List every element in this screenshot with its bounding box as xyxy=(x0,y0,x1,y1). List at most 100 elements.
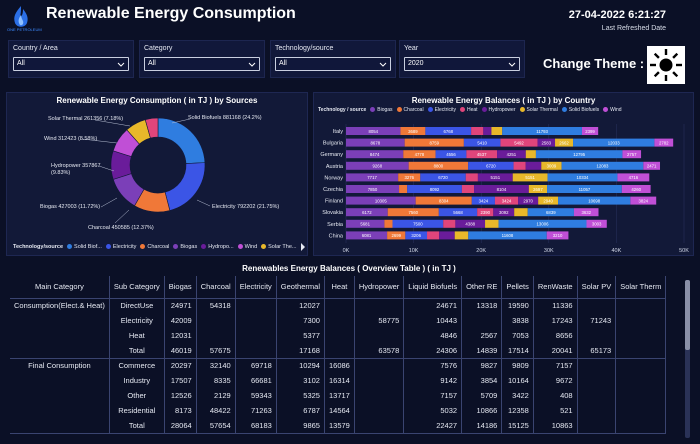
bar-legend-wind[interactable]: Wind xyxy=(603,107,622,113)
technology-select[interactable]: All xyxy=(275,57,391,71)
bar-segment-electricity[interactable] xyxy=(435,150,467,159)
legend-item-solid-biofuels[interactable]: Solid Biof... xyxy=(67,244,102,250)
bar-segment-electricity[interactable] xyxy=(392,219,444,228)
bar-segment-biogas[interactable] xyxy=(346,161,409,170)
bar-segment-wind[interactable] xyxy=(546,231,569,240)
scrollbar-thumb[interactable] xyxy=(685,280,690,350)
bar-segment-hydropower[interactable] xyxy=(497,150,526,159)
bar-segment-wind[interactable] xyxy=(654,138,674,147)
column-header[interactable]: Geothermal xyxy=(276,276,325,299)
bar-segment-wind[interactable] xyxy=(621,185,651,193)
bar-segment-solid-biofuels[interactable] xyxy=(502,127,582,135)
bar-segment-biogas[interactable] xyxy=(346,196,416,205)
pie-slice-heat[interactable] xyxy=(144,117,159,139)
bar-segment-charcoal[interactable] xyxy=(398,173,421,182)
bar-segment-electricity[interactable] xyxy=(471,196,495,205)
bar-segment-biogas[interactable] xyxy=(346,138,405,147)
bar-segment-solid-biofuels[interactable] xyxy=(573,138,655,147)
column-header[interactable]: Liquid Biofuels xyxy=(403,276,463,299)
bar-segment-solar-thermal[interactable] xyxy=(555,138,574,147)
bar-segment-charcoal[interactable] xyxy=(387,208,439,217)
bar-segment-wind[interactable] xyxy=(622,150,642,159)
column-header[interactable]: Other RE xyxy=(461,276,503,299)
bar-segment-hydropower[interactable] xyxy=(474,185,529,193)
bar-segment-heat[interactable] xyxy=(500,138,538,147)
bar-segment-electricity[interactable] xyxy=(463,138,501,147)
pie-slice-electricity[interactable] xyxy=(164,162,206,211)
bar-segment-electricity[interactable] xyxy=(425,127,472,135)
year-select[interactable]: 2020 xyxy=(404,57,520,71)
bar-segment-charcoal[interactable] xyxy=(408,161,469,170)
bar-segment-wind[interactable] xyxy=(617,173,650,182)
bar-segment-heat[interactable] xyxy=(427,231,440,240)
bar-segment-solar-thermal[interactable] xyxy=(491,127,503,135)
bar-segment-biogas[interactable] xyxy=(346,208,388,217)
column-header[interactable]: Pellets xyxy=(501,276,534,299)
pie-slice-solid-biofuels[interactable] xyxy=(157,117,206,164)
bar-segment-wind[interactable] xyxy=(630,196,657,205)
bar-segment-hydropower[interactable] xyxy=(477,173,513,182)
bar-segment-heat[interactable] xyxy=(461,185,475,193)
country-select[interactable]: All xyxy=(13,57,129,71)
bar-segment-solar-thermal[interactable] xyxy=(454,231,469,240)
bar-segment-charcoal[interactable] xyxy=(403,150,436,159)
bar-segment-electricity[interactable] xyxy=(407,185,462,193)
bar-segment-solid-biofuels[interactable] xyxy=(547,173,618,182)
bar-legend-heat[interactable]: Heat xyxy=(459,107,478,113)
bar-segment-hydropower[interactable] xyxy=(439,231,455,240)
bar-segment-electricity[interactable] xyxy=(405,231,428,240)
column-header[interactable]: Hydropower xyxy=(354,276,405,299)
bar-segment-heat[interactable] xyxy=(471,127,484,135)
bar-segment-solar-thermal[interactable] xyxy=(485,219,499,228)
bar-legend-solar-thermal[interactable]: Solar Thermal xyxy=(519,107,558,113)
bar-segment-biogas[interactable] xyxy=(346,231,388,240)
bar-legend-electricity[interactable]: Electricity xyxy=(427,107,456,113)
bar-segment-solid-biofuels[interactable] xyxy=(558,196,631,205)
bar-segment-solid-biofuels[interactable] xyxy=(561,161,644,170)
column-header[interactable]: RenWaste xyxy=(533,276,578,299)
bar-segment-biogas[interactable] xyxy=(346,219,385,228)
bar-legend-biogas[interactable]: Biogas xyxy=(370,107,393,113)
bar-segment-charcoal[interactable] xyxy=(400,127,426,135)
table-scrollbar[interactable] xyxy=(685,280,690,438)
bar-segment-charcoal[interactable] xyxy=(384,219,393,228)
bar-segment-heat[interactable] xyxy=(477,208,494,217)
bar-segment-hydropower[interactable] xyxy=(493,208,515,217)
bar-segment-heat[interactable] xyxy=(513,161,526,170)
bar-segment-solid-biofuels[interactable] xyxy=(535,150,623,159)
bar-segment-solar-thermal[interactable] xyxy=(525,150,536,159)
bar-segment-biogas[interactable] xyxy=(346,127,401,135)
bar-segment-charcoal[interactable] xyxy=(415,196,472,205)
bar-segment-solar-thermal[interactable] xyxy=(528,185,548,193)
bar-segment-solar-thermal[interactable] xyxy=(512,173,548,182)
column-header[interactable]: Charcoal xyxy=(196,276,236,299)
bar-legend-charcoal[interactable]: Charcoal xyxy=(396,107,424,113)
bar-segment-wind[interactable] xyxy=(573,208,599,217)
bar-segment-heat[interactable] xyxy=(443,219,456,228)
bar-segment-solid-biofuels[interactable] xyxy=(468,231,547,240)
bar-legend-hydropower[interactable]: Hydropower xyxy=(481,107,516,113)
bar-segment-wind[interactable] xyxy=(581,127,599,135)
bar-segment-solar-thermal[interactable] xyxy=(541,161,562,170)
bar-segment-charcoal[interactable] xyxy=(404,138,464,147)
column-header[interactable]: Biogas xyxy=(164,276,197,299)
bar-segment-solar-thermal[interactable] xyxy=(514,208,528,217)
bar-segment-heat[interactable] xyxy=(466,150,498,159)
legend-item-solar-thermal[interactable]: Solar The... xyxy=(261,244,296,250)
legend-item-electricity[interactable]: Electricity xyxy=(105,244,136,250)
legend-item-biogas[interactable]: Biogas xyxy=(173,244,197,250)
bar-segment-hydropower[interactable] xyxy=(525,161,542,170)
legend-item-charcoal[interactable]: Charcoal xyxy=(140,244,169,250)
bar-segment-wind[interactable] xyxy=(586,219,607,228)
bar-segment-heat[interactable] xyxy=(494,196,519,205)
legend-next-arrow-icon[interactable] xyxy=(300,243,306,251)
bar-segment-electricity[interactable] xyxy=(438,208,478,217)
bar-segment-electricity[interactable] xyxy=(468,161,514,170)
column-header[interactable]: Sub Category xyxy=(109,276,165,299)
bar-segment-hydropower[interactable] xyxy=(518,196,539,205)
bar-segment-wind[interactable] xyxy=(643,161,661,170)
change-theme-button[interactable] xyxy=(647,46,685,84)
bar-segment-hydropower[interactable] xyxy=(455,219,486,228)
column-header[interactable]: Heat xyxy=(324,276,355,299)
bar-segment-solid-biofuels[interactable] xyxy=(527,208,574,217)
